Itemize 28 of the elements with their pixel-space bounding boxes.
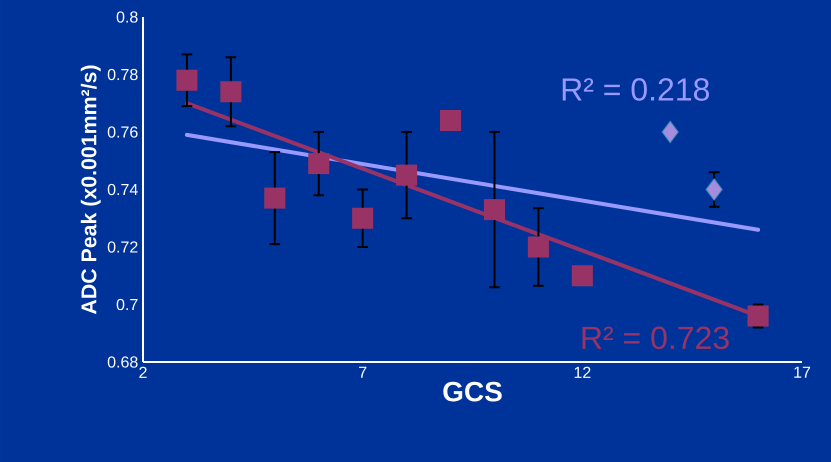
point	[308, 153, 330, 174]
point	[572, 265, 593, 286]
point	[352, 208, 374, 229]
point	[176, 70, 198, 91]
point	[220, 81, 242, 102]
x-tick-label: 7	[359, 366, 366, 378]
x-tick-label: 17	[794, 366, 810, 378]
y-tick-label: 0.74	[108, 184, 138, 196]
annotation: R² = 0.723	[582, 326, 729, 350]
point	[484, 199, 506, 220]
y-tick-label: 0.7	[116, 298, 138, 310]
point	[662, 120, 679, 144]
point	[396, 164, 418, 186]
point	[748, 305, 769, 327]
point	[706, 178, 723, 201]
y-tick-label: 0.78	[108, 68, 138, 80]
y-axis-title: ADC Peak (x0.001mm²/s)	[80, 66, 101, 314]
point	[264, 188, 286, 209]
point	[528, 236, 549, 258]
annotation: R² = 0.218	[562, 78, 709, 101]
y-tick-label: 0.68	[108, 356, 138, 368]
y-tick-label: 0.8	[116, 11, 138, 23]
x-axis-title: GCS	[443, 382, 502, 402]
y-tick-label: 0.76	[108, 126, 138, 138]
point	[440, 110, 462, 132]
x-tick-label: 12	[574, 366, 590, 378]
y-tick-label: 0.72	[108, 241, 138, 253]
x-tick-label: 2	[139, 366, 147, 378]
